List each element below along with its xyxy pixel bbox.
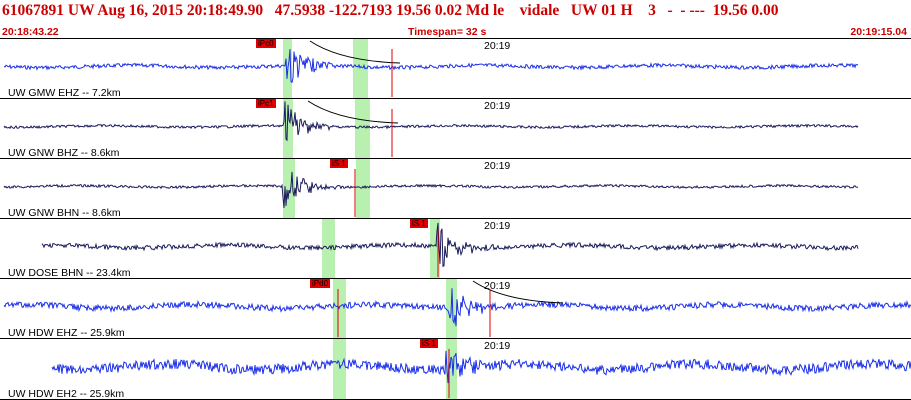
- coda-curve: [309, 40, 401, 64]
- station-label: UW DOSE BHN -- 23.4km: [8, 267, 131, 279]
- time-tick-label: 20:19: [484, 280, 511, 292]
- start-time-label: 20:18:43.22: [2, 26, 59, 38]
- trace-panel[interactable]: iS 1 20:19 UW DOSE BHN -- 23.4km: [0, 218, 911, 279]
- phase-pick-tag[interactable]: iPd0: [310, 279, 331, 288]
- pick-window: [322, 219, 335, 278]
- time-tick-label: 20:19: [484, 100, 511, 112]
- trace-panel[interactable]: iPd0 20:19 UW HDW EHZ -- 25.9km: [0, 278, 911, 339]
- time-tick-label: 20:19: [484, 220, 511, 232]
- seismogram-trace: [3, 159, 859, 218]
- phase-pick-tag[interactable]: iS 1: [420, 339, 438, 348]
- station-label: UW GMW EHZ -- 7.2km: [8, 87, 121, 99]
- station-label: UW GNW BHZ -- 8.6km: [8, 147, 120, 159]
- event-header: 61067891 UW Aug 16, 2015 20:18:49.90 47.…: [0, 0, 911, 40]
- timespan-label: Timespan= 32 s: [408, 26, 487, 38]
- seismogram-trace: [51, 339, 911, 399]
- seismogram-trace: [3, 99, 859, 158]
- station-label: UW HDW EH2 -- 25.9km: [8, 388, 125, 400]
- phase-pick-tag[interactable]: iPc1: [256, 99, 276, 108]
- phase-pick-tag[interactable]: iS 1: [330, 159, 348, 168]
- phase-pick-tag[interactable]: iPc0: [256, 39, 276, 48]
- trace-panel[interactable]: iPc1 20:19 UW GNW BHZ -- 8.6km: [0, 98, 911, 159]
- phase-pick-tag[interactable]: iS 1: [410, 219, 428, 228]
- waveform-line: [51, 350, 911, 384]
- coda-curve: [307, 100, 399, 124]
- pick-window: [446, 339, 457, 399]
- seismogram-trace: [3, 39, 859, 98]
- trace-panel[interactable]: iS 1 20:19 UW GNW BHN -- 8.6km: [0, 158, 911, 219]
- seismogram-trace: [41, 219, 859, 278]
- coda-curve: [472, 280, 564, 304]
- time-tick-label: 20:19: [484, 40, 511, 52]
- pick-window: [430, 219, 440, 278]
- waveform-line: [3, 288, 911, 327]
- seismogram-panels: iPc0 20:19 UW GMW EHZ -- 7.2km iPc1 20:1…: [0, 38, 911, 400]
- pick-window: [283, 99, 293, 158]
- station-label: UW HDW EHZ -- 25.9km: [8, 327, 125, 339]
- time-tick-label: 20:19: [484, 160, 511, 172]
- waveform-line: [41, 222, 859, 268]
- pick-window: [353, 39, 368, 98]
- waveform-line: [3, 101, 859, 142]
- event-summary-title: 61067891 UW Aug 16, 2015 20:18:49.90 47.…: [2, 2, 779, 19]
- waveform-line: [3, 49, 859, 84]
- station-label: UW GNW BHN -- 8.6km: [8, 207, 121, 219]
- trace-panel[interactable]: iPc0 20:19 UW GMW EHZ -- 7.2km: [0, 38, 911, 99]
- waveform-line: [3, 171, 859, 208]
- seismogram-trace: [3, 279, 911, 338]
- trace-panel[interactable]: iS 1 20:19 UW HDW EH2 -- 25.9km: [0, 338, 911, 400]
- end-time-label: 20:19:15.04: [850, 26, 907, 38]
- time-tick-label: 20:19: [484, 340, 511, 352]
- pick-window: [355, 99, 370, 158]
- pick-window: [356, 159, 370, 218]
- pick-window: [333, 339, 346, 399]
